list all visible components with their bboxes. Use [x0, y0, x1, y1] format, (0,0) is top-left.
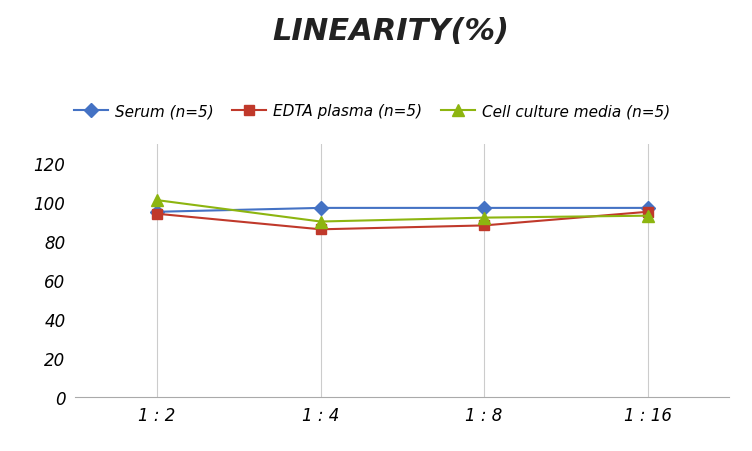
Line: EDTA plasma (n=5): EDTA plasma (n=5)	[152, 207, 653, 235]
Cell culture media (n=5)	[480, 216, 489, 221]
Legend: Serum (n=5), EDTA plasma (n=5), Cell culture media (n=5): Serum (n=5), EDTA plasma (n=5), Cell cul…	[68, 98, 677, 125]
Text: LINEARITY(%): LINEARITY(%)	[272, 17, 510, 46]
Line: Serum (n=5): Serum (n=5)	[152, 203, 653, 217]
Serum (n=5)	[153, 210, 162, 215]
Line: Cell culture media (n=5): Cell culture media (n=5)	[151, 195, 653, 228]
EDTA plasma (n=5)	[480, 223, 489, 229]
Serum (n=5)	[643, 206, 652, 211]
EDTA plasma (n=5)	[643, 210, 652, 215]
Serum (n=5)	[316, 206, 325, 211]
Serum (n=5)	[480, 206, 489, 211]
Cell culture media (n=5)	[316, 219, 325, 225]
Cell culture media (n=5)	[153, 198, 162, 203]
Cell culture media (n=5)	[643, 213, 652, 219]
EDTA plasma (n=5)	[316, 227, 325, 233]
EDTA plasma (n=5)	[153, 212, 162, 217]
